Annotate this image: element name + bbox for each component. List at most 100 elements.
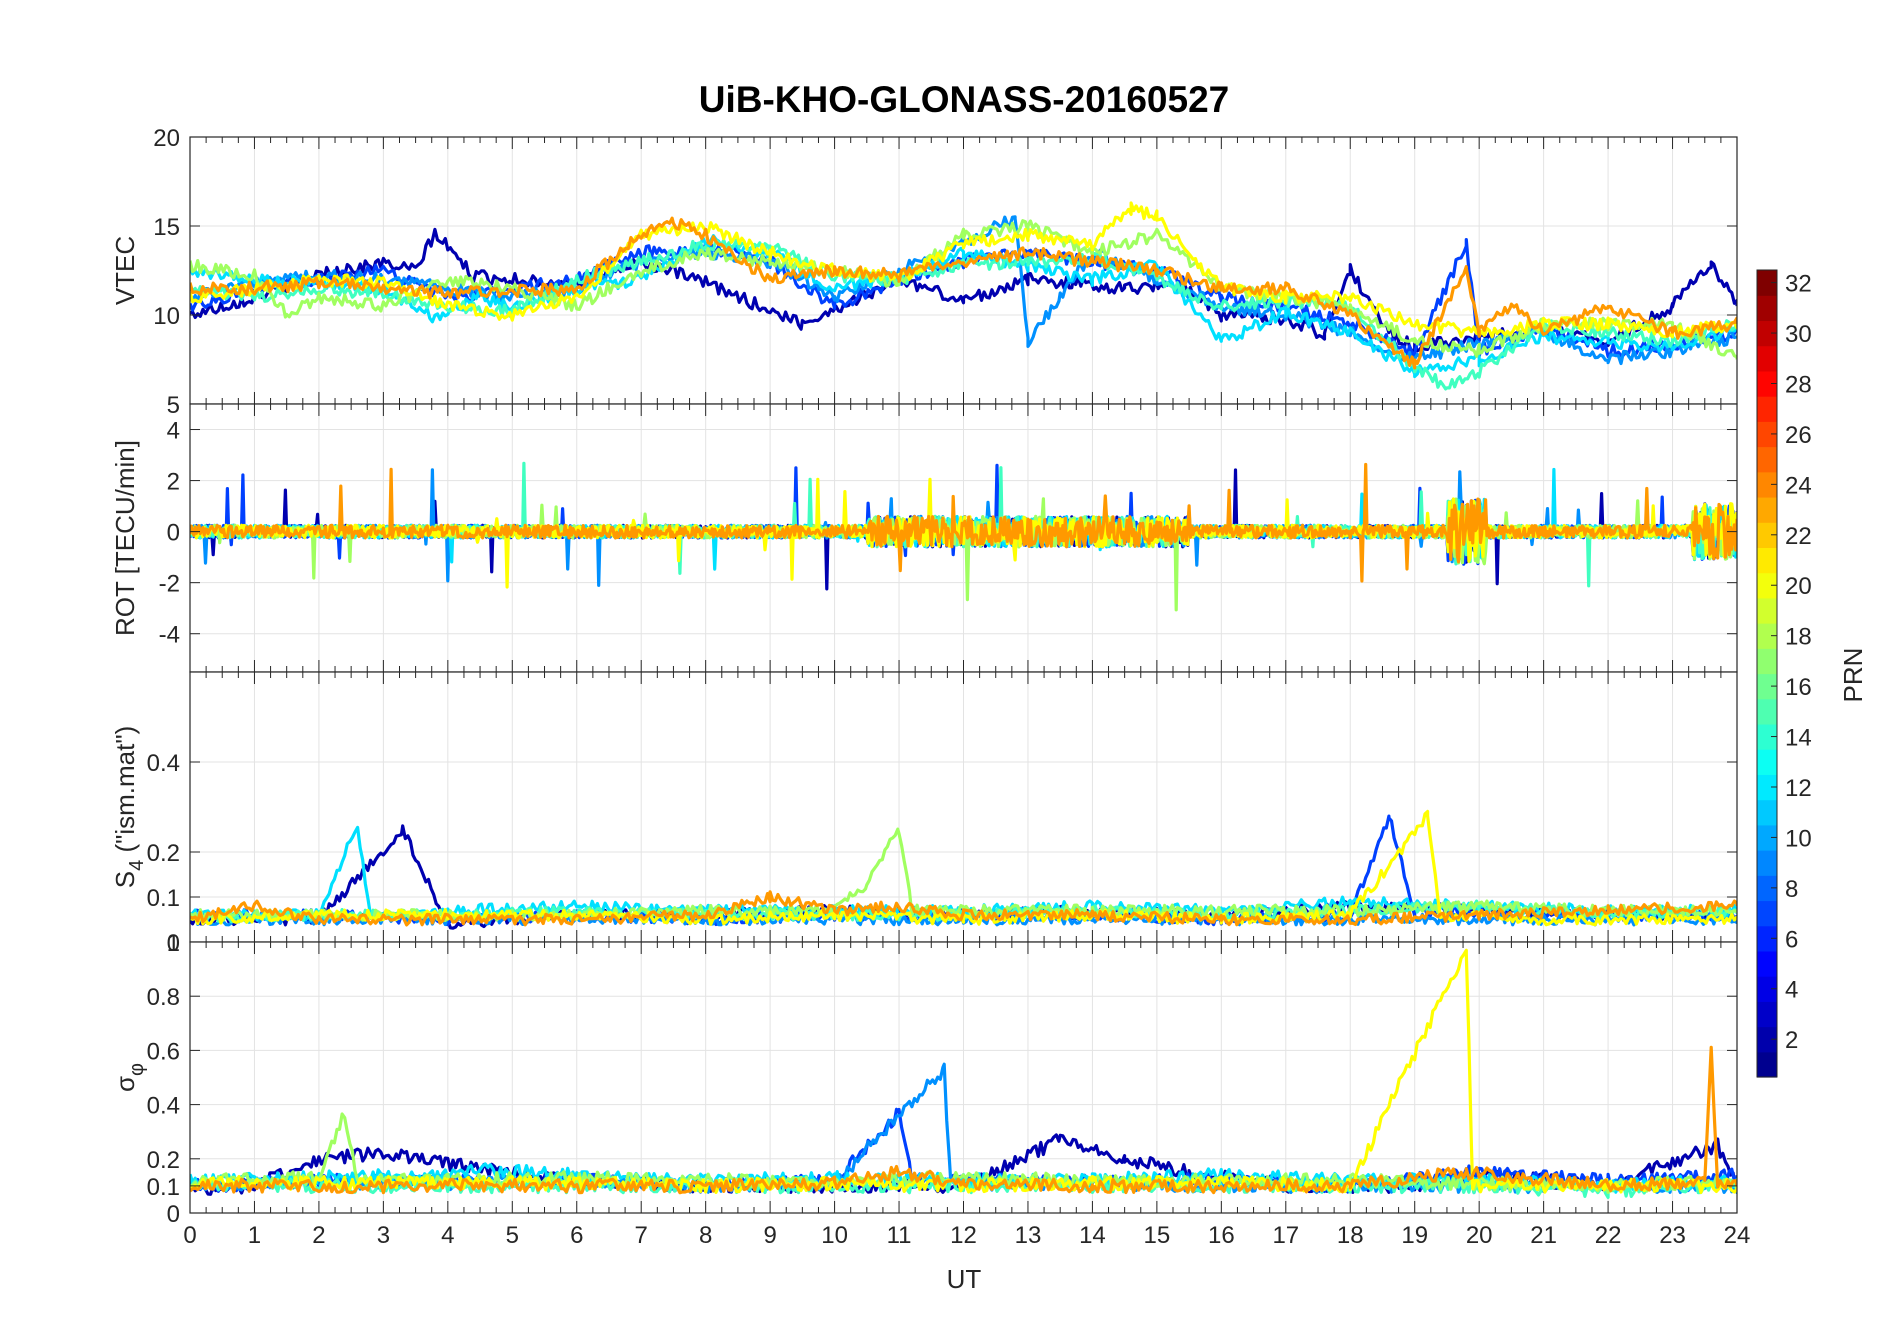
y-tick-label: -2 xyxy=(159,571,180,598)
colorbar-segment xyxy=(1757,471,1777,498)
y-tick-label: 10 xyxy=(153,303,180,330)
colorbar-segment xyxy=(1757,1051,1777,1078)
x-tick-label: 1 xyxy=(248,1222,261,1249)
panel-s4: 0 0.1 0.2 0.4S4 ("ism.mat") xyxy=(110,671,1738,957)
colorbar-segment xyxy=(1757,976,1777,1002)
colorbar-segment xyxy=(1757,723,1777,750)
y-tick-label: 15 xyxy=(153,214,180,241)
y-tick-label: 20 xyxy=(153,125,180,152)
y-tick-label: 0.4 xyxy=(147,1093,180,1120)
y-tick-label: 0.6 xyxy=(147,1038,180,1065)
colorbar-segment xyxy=(1757,320,1777,347)
x-tick-label: 2 xyxy=(312,1222,325,1249)
series-prn-23 xyxy=(190,216,1737,370)
colorbar-tick-label: 18 xyxy=(1785,624,1812,651)
panel-rot: -4 -2 0 2 4 ROT [TECU/min] xyxy=(110,403,1738,673)
x-tick-label: 22 xyxy=(1595,1222,1622,1249)
x-tick-label: 23 xyxy=(1659,1222,1686,1249)
colorbar-segment xyxy=(1757,421,1777,448)
colorbar-tick-label: 20 xyxy=(1785,573,1812,600)
y-tick-label: 0.4 xyxy=(147,750,180,777)
colorbar-tick-label: 14 xyxy=(1785,725,1812,752)
y-tick-label: 0 xyxy=(167,930,180,957)
x-tick-label: 4 xyxy=(441,1222,454,1249)
y-tick-label: 1 xyxy=(167,930,180,957)
series-prn-23 xyxy=(190,890,1737,927)
colorbar-tick-label: 12 xyxy=(1785,775,1812,802)
panel-vtec: 5 10 15 20 VTEC xyxy=(110,125,1738,419)
x-tick-label: 15 xyxy=(1144,1222,1171,1249)
x-tick-label: 16 xyxy=(1208,1222,1235,1249)
y-axis-label-vtec: VTEC xyxy=(110,236,140,305)
y-tick-label: 5 xyxy=(167,392,180,419)
x-tick-label: 20 xyxy=(1466,1222,1493,1249)
colorbar-tick-label: 26 xyxy=(1785,422,1812,449)
chart-title: UiB-KHO-GLONASS-20160527 xyxy=(699,79,1229,120)
x-tick-label: 10 xyxy=(821,1222,848,1249)
colorbar-segment xyxy=(1757,749,1777,775)
y-axis-label-rot: ROT [TECU/min] xyxy=(110,440,140,636)
x-tick-label: 24 xyxy=(1724,1222,1751,1249)
colorbar-segment xyxy=(1757,673,1777,700)
colorbar-segment xyxy=(1757,270,1777,296)
x-tick-label: 8 xyxy=(699,1222,712,1249)
colorbar-segment xyxy=(1757,774,1777,801)
colorbar-segment xyxy=(1757,1026,1777,1053)
colorbar-tick-label: 24 xyxy=(1785,472,1812,499)
x-tick-label: 6 xyxy=(570,1222,583,1249)
colorbar-segment xyxy=(1757,295,1777,322)
colorbar-tick-label: 28 xyxy=(1785,371,1812,398)
colorbar-segment xyxy=(1757,345,1777,372)
colorbar-segment xyxy=(1757,925,1777,952)
series-prn-20 xyxy=(190,948,1737,1194)
colorbar-segment xyxy=(1757,522,1777,549)
y-axis-label-s4: S4 ("ism.mat") xyxy=(110,726,148,888)
y-tick-label: -4 xyxy=(159,622,180,649)
y-tick-label: 2 xyxy=(167,469,180,496)
colorbar-segment xyxy=(1757,850,1777,876)
colorbar-segment xyxy=(1757,799,1777,826)
x-tick-label: 9 xyxy=(763,1222,776,1249)
y-axis-label-sigma_phi: σφ xyxy=(110,1063,148,1092)
data-lines xyxy=(190,201,1737,391)
y-tick-label: 0.2 xyxy=(147,840,180,867)
colorbar-segment xyxy=(1757,496,1777,523)
x-tick-label: 17 xyxy=(1272,1222,1299,1249)
data-lines xyxy=(190,461,1737,612)
y-tick-label: 0 xyxy=(167,1201,180,1228)
colorbar-segment xyxy=(1757,547,1777,574)
colorbar-frame xyxy=(1756,269,1778,1078)
colorbar-segment xyxy=(1757,396,1777,422)
colorbar-tick-label: 6 xyxy=(1785,926,1798,953)
x-tick-label: 0 xyxy=(183,1222,196,1249)
x-tick-label: 19 xyxy=(1401,1222,1428,1249)
colorbar-segment xyxy=(1757,698,1777,725)
colorbar-segment xyxy=(1757,597,1777,624)
colorbar-segment xyxy=(1757,446,1777,473)
colorbar-segment xyxy=(1757,950,1777,977)
y-tick-label: 0 xyxy=(167,520,180,547)
data-lines xyxy=(190,809,1737,930)
series-prn-23 xyxy=(190,462,1737,583)
colorbar-tick-label: 4 xyxy=(1785,977,1798,1004)
x-tick-label: 14 xyxy=(1079,1222,1106,1249)
x-tick-label: 11 xyxy=(887,1222,912,1249)
colorbar-segment xyxy=(1757,824,1777,851)
data-lines xyxy=(190,948,1737,1199)
colorbar-segment xyxy=(1757,900,1777,927)
colorbar-segment xyxy=(1757,623,1777,649)
colorbar-segment xyxy=(1757,648,1777,675)
x-tick-label: 5 xyxy=(506,1222,519,1249)
colorbar-tick-label: 22 xyxy=(1785,523,1812,550)
x-tick-label: 21 xyxy=(1530,1222,1557,1249)
y-tick-label: 0.2 xyxy=(147,1147,180,1174)
y-tick-label: 0.8 xyxy=(147,984,180,1011)
x-axis-label: UT xyxy=(947,1264,982,1294)
colorbar-tick-label: 2 xyxy=(1785,1027,1798,1054)
y-tick-label: 0.1 xyxy=(147,1174,180,1201)
colorbar-segment xyxy=(1757,875,1777,902)
colorbar-tick-label: 16 xyxy=(1785,674,1812,701)
